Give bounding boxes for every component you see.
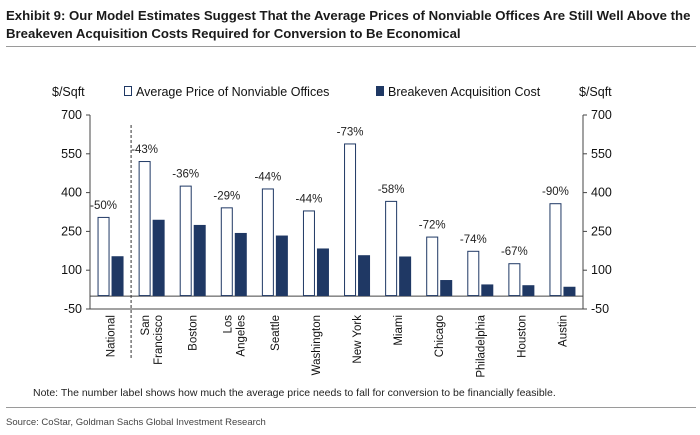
category-label: Seattle [270, 315, 282, 351]
chart-title: Exhibit 9: Our Model Estimates Suggest T… [6, 8, 691, 41]
bar-breakeven-cost [440, 280, 453, 297]
bar-breakeven-cost [522, 285, 535, 297]
category-label-line: Seattle [270, 315, 282, 351]
data-label: -72% [419, 220, 446, 232]
data-label: -90% [542, 186, 569, 198]
bar-breakeven-cost [275, 235, 288, 297]
category-label: Philadelphia [475, 314, 487, 377]
y-unit-right: $/Sqft [579, 85, 612, 99]
bar-average-price [549, 203, 562, 297]
bar-average-price [302, 210, 315, 297]
y-tick-label-right: 400 [591, 186, 612, 200]
bar-breakeven-cost [563, 286, 576, 297]
category-label: Houston [516, 315, 528, 358]
y-tick-label-left: 400 [61, 186, 82, 200]
category-label-line: Houston [516, 315, 528, 358]
y-tick-label-left: -50 [64, 302, 82, 316]
bar-average-price [220, 207, 233, 297]
category-label: National [106, 315, 118, 357]
category-label-line: Miami [393, 315, 405, 346]
y-tick-label-right: 100 [591, 263, 612, 277]
bar-average-price [385, 200, 398, 297]
category-label-line: National [106, 315, 118, 357]
data-label: -67% [501, 246, 528, 258]
category-label: Washington [311, 315, 323, 375]
chart-note: Note: The number label shows how much th… [33, 387, 556, 399]
data-label: -73% [337, 126, 364, 138]
legend-label-breakeven-cost: Breakeven Acquisition Cost [388, 85, 541, 99]
bar-breakeven-cost [316, 248, 329, 297]
bar-breakeven-cost [234, 232, 247, 297]
category-label: New York [352, 315, 364, 364]
bar-average-price [179, 185, 192, 297]
bar-average-price [508, 263, 521, 297]
data-label: -44% [296, 193, 323, 205]
bar-average-price [138, 161, 151, 297]
bar-breakeven-cost [358, 255, 371, 297]
data-label: -43% [131, 144, 158, 156]
legend-label-average-price: Average Price of Nonviable Offices [136, 85, 329, 99]
bar-chart: -50 -50 100 100 250 250 400 400 550 550 700 700 $/Sq… [52, 85, 612, 378]
footer-rule [6, 407, 696, 408]
data-label: -36% [172, 169, 199, 181]
title-rule [6, 46, 696, 47]
bar-breakeven-cost [399, 256, 412, 297]
category-label: Miami [393, 315, 405, 346]
category-label: San Francisco [140, 315, 165, 365]
data-label: -44% [254, 171, 281, 183]
bar-breakeven-cost [152, 219, 165, 297]
bar-average-price [467, 250, 480, 297]
bar-breakeven-cost [111, 256, 124, 297]
y-tick-label-right: -50 [591, 302, 609, 316]
category-label-line: Austin [557, 315, 569, 347]
category-label: Chicago [434, 315, 446, 357]
y-tick-label-left: 100 [61, 263, 82, 277]
category-label: Austin [557, 315, 569, 347]
category-label-line: Chicago [434, 315, 446, 357]
bar-average-price [344, 143, 357, 297]
y-tick-label-left: 250 [61, 224, 82, 238]
y-unit-left: $/Sqft [52, 85, 85, 99]
data-label: -74% [460, 234, 487, 246]
category-label: Los Angeles [222, 315, 247, 357]
y-tick-label-left: 700 [61, 108, 82, 122]
category-label-line: Philadelphia [475, 314, 487, 377]
source-line: Source: CoStar, Goldman Sachs Global Inv… [6, 417, 266, 428]
y-tick-label-right: 700 [591, 108, 612, 122]
category-label-line: Angeles [235, 315, 247, 357]
data-label: -29% [213, 190, 240, 202]
data-label: -58% [378, 184, 405, 196]
legend-swatch-breakeven-cost [376, 86, 384, 96]
y-tick-label-left: 550 [61, 147, 82, 161]
category-label-line: Washington [311, 315, 323, 375]
bar-average-price [261, 188, 274, 297]
y-tick-label-right: 250 [591, 224, 612, 238]
category-label-line: New York [352, 315, 364, 364]
bar-breakeven-cost [193, 224, 206, 297]
legend-swatch-average-price [124, 86, 132, 96]
bar-breakeven-cost [481, 284, 494, 297]
bar-average-price [97, 216, 110, 297]
data-label: -50% [90, 200, 117, 212]
category-label-line: Los [222, 315, 234, 334]
category-label-line: San [140, 315, 152, 335]
bar-average-price [426, 236, 439, 297]
category-label-line: Boston [188, 315, 200, 351]
y-tick-label-right: 550 [591, 147, 612, 161]
category-label: Boston [188, 315, 200, 351]
category-label-line: Francisco [153, 315, 165, 365]
